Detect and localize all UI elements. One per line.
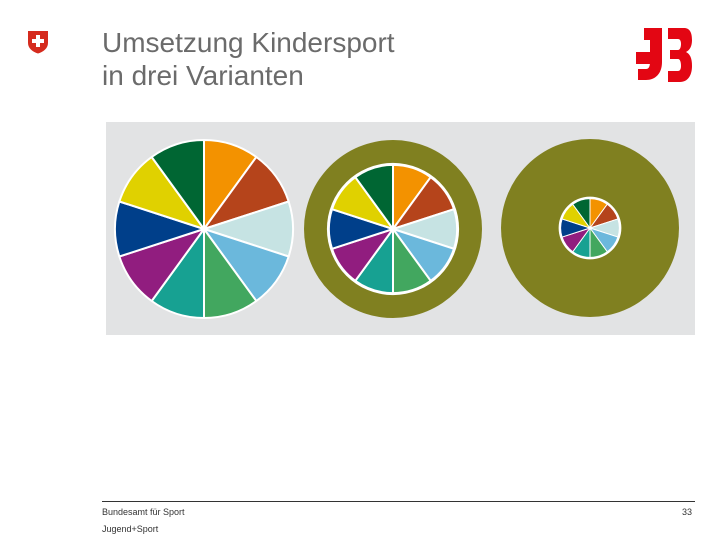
jugend-sport-logo bbox=[636, 28, 692, 82]
footer-organization: Bundesamt für Sport bbox=[102, 507, 185, 517]
variant-1-segment-10 bbox=[150, 139, 205, 230]
variant-2-segment-10 bbox=[354, 163, 394, 230]
footer-program: Jugend+Sport bbox=[102, 524, 159, 534]
variant-2-wheel bbox=[304, 140, 482, 318]
slide-title: Umsetzung Kindersport in drei Varianten bbox=[102, 26, 395, 92]
color-wheel-variants bbox=[114, 139, 679, 319]
swiss-coat-of-arms-logo bbox=[28, 31, 48, 54]
variant-1-wheel bbox=[114, 139, 294, 319]
variant-3-segment-10 bbox=[572, 198, 591, 229]
variant-3-wheel bbox=[501, 139, 679, 317]
kindersport-variants-graphic bbox=[106, 122, 695, 335]
slide-title-line-2: in drei Varianten bbox=[102, 60, 304, 91]
page-number: 33 bbox=[681, 507, 692, 517]
slide-title-line-1: Umsetzung Kindersport bbox=[102, 27, 395, 58]
footer-divider bbox=[102, 501, 695, 502]
